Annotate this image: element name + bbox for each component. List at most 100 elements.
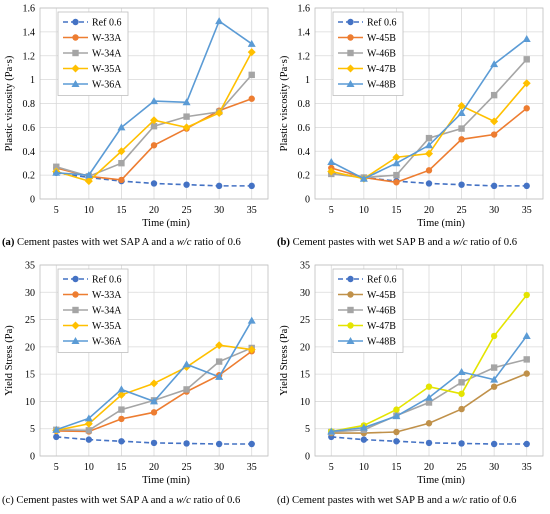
- data-point: [425, 420, 433, 427]
- x-axis-title: Time (min): [417, 218, 465, 229]
- legend-label: W-47B: [367, 321, 396, 332]
- chart-c: 0 5 10 15 20 25 30 35 5 10 15 20 25 30 35 Time (min) Yie…: [4, 261, 269, 486]
- legend-label: W-33A: [92, 290, 122, 301]
- caption-tag: (b): [277, 237, 290, 248]
- y-tick-label: 15: [300, 370, 310, 381]
- y-tick-label: 20: [25, 342, 35, 353]
- data-point: [490, 182, 498, 190]
- data-point: [425, 141, 433, 149]
- caption-wc: w/c: [452, 237, 468, 248]
- x-axis-title: Time (min): [142, 475, 190, 486]
- plot-frame: [39, 264, 269, 457]
- data-point: [84, 414, 93, 422]
- y-tick-label: 0: [30, 195, 35, 206]
- data-point: [490, 117, 499, 126]
- data-point: [85, 436, 93, 443]
- x-tick-label: 25: [182, 205, 192, 216]
- x-tick-label: 5: [329, 462, 334, 473]
- legend: Ref 0.6 W-45B W-46B W-47B W-48B: [332, 11, 404, 96]
- x-tick-label: 20: [149, 205, 159, 216]
- data-point: [490, 364, 498, 371]
- caption-text-end: ratio of 0.6: [467, 237, 518, 248]
- y-tick-label: 0.2: [298, 171, 311, 182]
- data-point: [458, 181, 465, 188]
- data-point: [360, 436, 368, 443]
- legend-label: W-36A: [92, 80, 122, 91]
- data-point: [52, 168, 61, 176]
- caption-text: Cement pastes with wet SAP A and a: [16, 495, 177, 506]
- y-tick-label: 1.2: [23, 51, 36, 62]
- y-axis-title: Yield Stress (Pa): [4, 325, 15, 396]
- y-tick-label: 15: [25, 370, 35, 381]
- legend-label: W-35A: [92, 321, 122, 332]
- data-point: [458, 125, 465, 132]
- data-point: [425, 167, 433, 174]
- data-point: [248, 71, 255, 79]
- x-tick-label: 10: [359, 205, 369, 216]
- legend-label: Ref 0.6: [367, 275, 396, 286]
- x-tick-label: 35: [522, 205, 532, 216]
- data-point: [327, 157, 336, 165]
- data-point: [117, 390, 126, 399]
- y-tick-label: 0.6: [23, 123, 36, 134]
- data-point: [457, 109, 466, 117]
- data-point: [247, 316, 256, 324]
- chart-a: 0 0.2 0.4 0.6 0.8 1 1.2 1.4 1.6 5 10 15 20 25 30 35 Time…: [4, 4, 269, 229]
- data-point: [118, 159, 125, 167]
- caption-text-end: ratio of 0.6: [190, 495, 241, 506]
- data-point: [490, 332, 498, 340]
- data-point: [523, 356, 530, 363]
- data-point: [215, 358, 223, 365]
- y-tick-label: 0: [30, 452, 35, 463]
- data-point: [523, 440, 530, 448]
- caption-text-end: ratio of 0.6: [191, 237, 241, 248]
- y-tick-label: 0.8: [298, 99, 311, 110]
- x-axis-title: Time (min): [142, 218, 190, 229]
- data-point: [490, 440, 498, 448]
- series-w-35a: [52, 48, 256, 186]
- y-tick-label: 35: [25, 261, 35, 272]
- caption-wc: w/c: [176, 237, 192, 248]
- data-point: [248, 182, 255, 190]
- series-ref-0-6: [53, 433, 255, 448]
- legend-marker: [347, 34, 354, 41]
- data-point: [215, 341, 224, 350]
- x-tick-label: 25: [457, 205, 467, 216]
- y-tick-label: 1.6: [298, 4, 311, 15]
- data-point: [85, 427, 93, 434]
- y-tick-label: 1.4: [23, 27, 36, 38]
- x-tick-label: 10: [84, 205, 94, 216]
- legend: Ref 0.6 W-33A W-34A W-35A W-36A: [57, 268, 129, 353]
- legend-marker: [346, 80, 355, 87]
- y-tick-label: 0: [305, 195, 310, 206]
- caption-text: Cement pastes with wet SAP B and a: [292, 237, 453, 248]
- data-point: [522, 79, 531, 88]
- data-point: [523, 370, 530, 377]
- y-tick-label: 1.6: [23, 4, 36, 15]
- x-tick-label: 20: [149, 462, 159, 473]
- legend-marker: [72, 291, 79, 298]
- y-tick-label: 30: [25, 288, 35, 299]
- data-point: [490, 383, 498, 390]
- data-point: [150, 116, 158, 125]
- legend-marker: [71, 80, 80, 87]
- caption-text: Cement pastes with wet SAP A and a: [17, 237, 177, 248]
- series-w-36a: [52, 17, 256, 179]
- y-axis-title: Yield Stress (Pa): [279, 325, 290, 396]
- x-tick-label: 10: [84, 462, 94, 473]
- y-tick-label: 1: [305, 75, 310, 86]
- y-tick-label: 10: [300, 397, 310, 408]
- caption-tag: (a): [2, 237, 15, 248]
- data-point: [117, 123, 126, 131]
- legend-label: W-33A: [92, 33, 122, 44]
- data-point: [392, 412, 401, 420]
- data-point: [457, 101, 466, 110]
- data-point: [52, 425, 61, 433]
- legend-marker: [347, 49, 354, 57]
- x-tick-label: 5: [54, 205, 59, 216]
- legend-marker: [71, 337, 80, 344]
- x-tick-label: 5: [54, 462, 59, 473]
- y-tick-label: 0.4: [298, 147, 311, 158]
- caption-tag: (d): [277, 495, 290, 506]
- data-point: [118, 438, 125, 445]
